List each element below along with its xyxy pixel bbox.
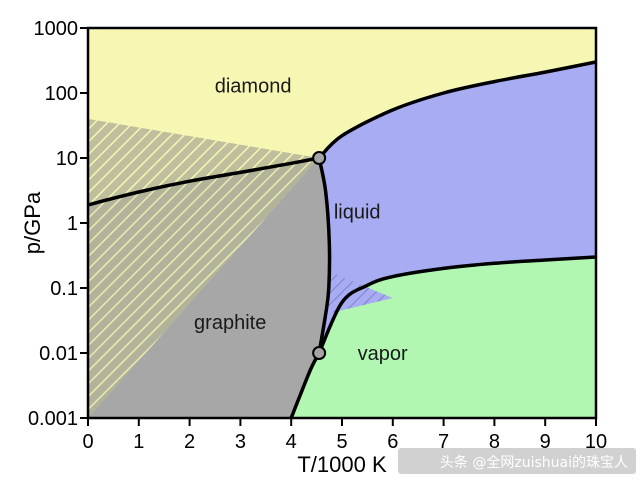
- region-label-vapor: vapor: [358, 343, 408, 365]
- y-axis-ticks: 0.001 0.01 0.1 1 10 100 1000: [28, 18, 88, 430]
- region-label-liquid: liquid: [334, 202, 381, 224]
- y-tick-label: 1000: [34, 18, 79, 40]
- x-tick-label: 5: [336, 431, 347, 453]
- x-tick-label: 9: [540, 431, 551, 453]
- metastable-band-graphite-diamond: [88, 118, 320, 418]
- region-label-diamond: diamond: [215, 76, 292, 98]
- x-tick-label: 1: [133, 431, 144, 453]
- x-axis-title: T/1000 K: [297, 452, 387, 477]
- x-tick-label: 6: [387, 431, 398, 453]
- y-tick-label: 1: [67, 213, 78, 235]
- x-tick-label: 8: [489, 431, 500, 453]
- y-tick-label: 100: [45, 83, 78, 105]
- boundary-liquid-vapor: [317, 255, 596, 354]
- watermark-text: 头条 @全网zuishuai的珠宝人: [440, 454, 628, 471]
- x-tick-label: 0: [82, 431, 93, 453]
- x-tick-label: 3: [235, 431, 246, 453]
- triple-points: [312, 151, 327, 360]
- region-liquid: [319, 62, 596, 353]
- boundary-graphite-liquid: [317, 157, 332, 354]
- boundary-graphite-diamond: [88, 156, 320, 207]
- boundary-diamond-liquid: [317, 60, 596, 160]
- triple-point-2: [312, 346, 327, 360]
- region-labels: diamond liquid graphite vapor: [194, 76, 408, 365]
- region-label-graphite: graphite: [194, 312, 266, 334]
- y-tick-label: 0.1: [50, 278, 78, 300]
- triple-point-1: [312, 151, 327, 165]
- x-tick-label: 4: [286, 431, 297, 453]
- y-axis-title: p/GPa: [20, 191, 45, 254]
- y-tick-label: 10: [56, 148, 78, 170]
- x-tick-label: 10: [585, 431, 607, 453]
- plot-area: [88, 28, 596, 418]
- x-tick-label: 2: [184, 431, 195, 453]
- y-tick-label: 0.01: [39, 343, 78, 365]
- watermark-backdrop: [398, 448, 636, 474]
- x-tick-label: 7: [438, 431, 449, 453]
- x-axis-ticks: 0 1 2 3 4 5 6 7 8 9 10: [82, 418, 607, 453]
- y-tick-label: 0.001: [28, 408, 78, 430]
